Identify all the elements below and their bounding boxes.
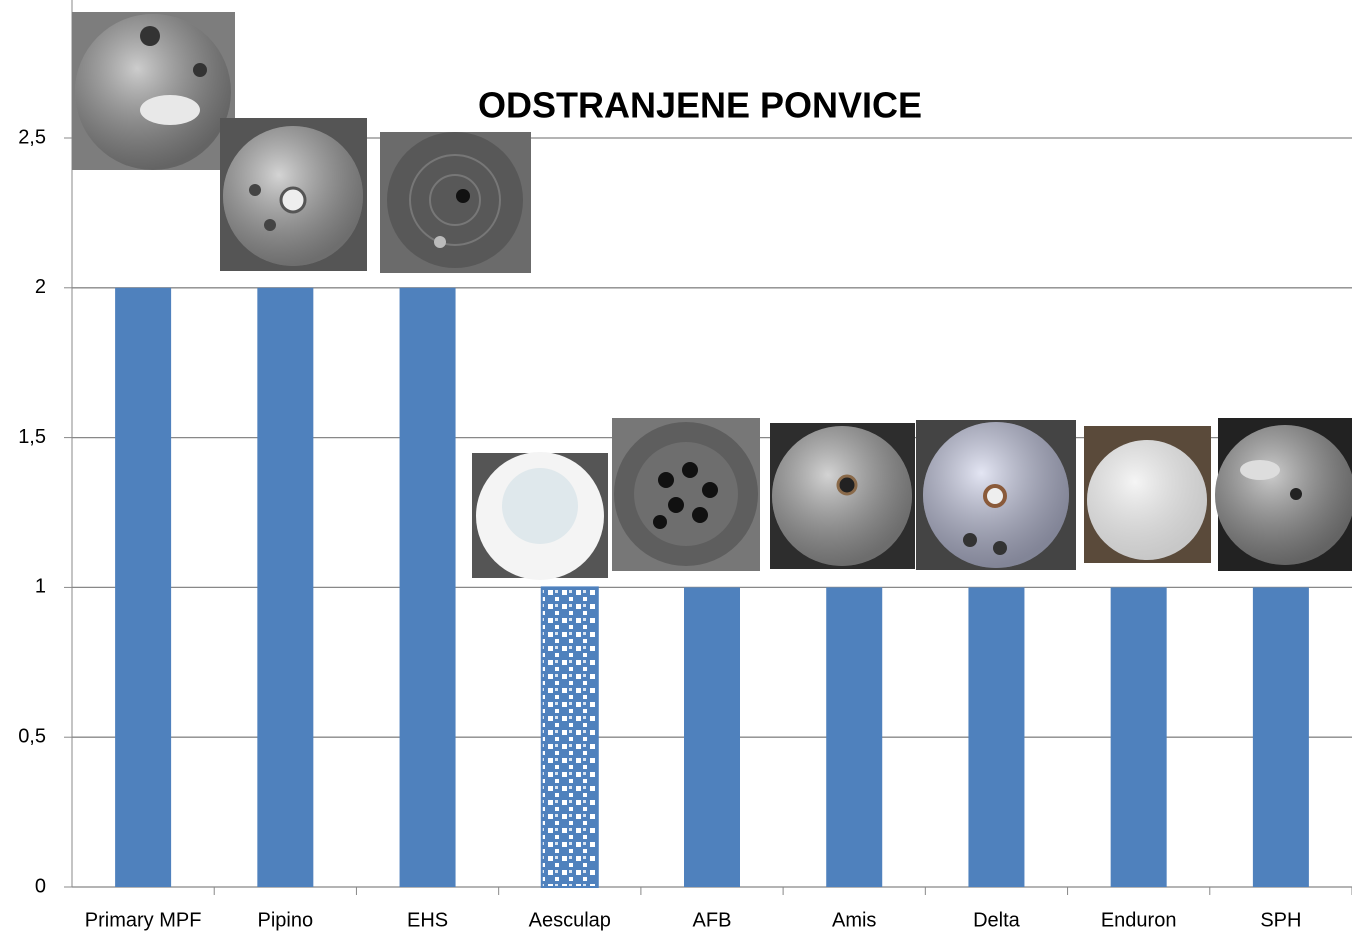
y-tick-label: 2,5	[18, 126, 46, 148]
photo	[72, 12, 235, 170]
bar	[540, 586, 599, 889]
bar	[1110, 587, 1167, 887]
photo	[1084, 426, 1211, 563]
x-tick-label: Aesculap	[529, 909, 611, 931]
x-tick-label: Pipino	[258, 909, 314, 931]
bar	[257, 287, 314, 887]
bar	[1252, 587, 1309, 887]
photo	[472, 452, 608, 580]
x-tick-label: SPH	[1260, 909, 1301, 931]
bar	[115, 287, 172, 887]
photo	[770, 423, 915, 569]
y-tick-label: 0	[35, 875, 46, 897]
photo	[1215, 418, 1352, 571]
photo	[380, 132, 531, 273]
x-tick-label: Enduron	[1101, 909, 1177, 931]
y-tick-label: 0,5	[18, 725, 46, 747]
y-tick-label: 2	[35, 276, 46, 298]
x-tick-label: Primary MPF	[85, 909, 202, 931]
bar	[399, 287, 456, 887]
x-tick-label: Delta	[973, 909, 1021, 931]
bar	[684, 587, 740, 887]
chart-title: ODSTRANJENE PONVICE	[478, 85, 922, 126]
x-tick-label: Amis	[832, 909, 876, 931]
bar	[826, 587, 883, 887]
x-tick-label: EHS	[407, 909, 448, 931]
bar	[968, 587, 1025, 887]
y-tick-label: 1	[35, 576, 46, 598]
photo	[612, 418, 760, 571]
photo	[916, 420, 1076, 570]
x-tick-label: AFB	[693, 909, 732, 931]
y-tick-label: 1,5	[18, 426, 46, 448]
photo	[220, 118, 367, 271]
photos	[72, 12, 1352, 580]
